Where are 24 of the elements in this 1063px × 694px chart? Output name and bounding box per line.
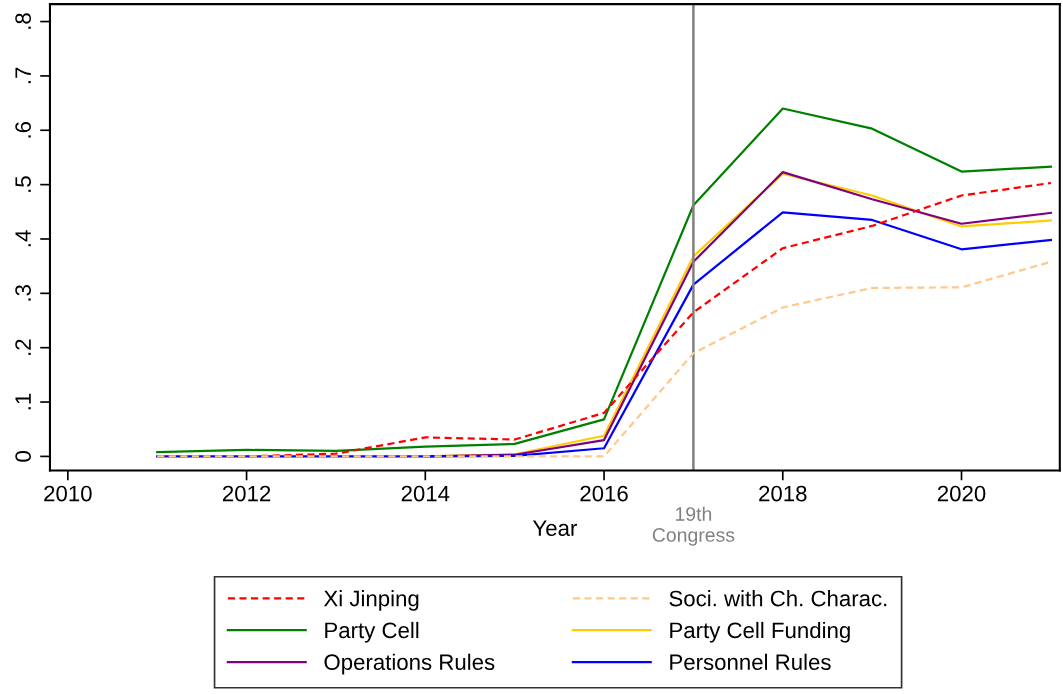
x-tick-label: 2014 — [401, 485, 450, 502]
legend-label: Soci. with Ch. Charac. — [669, 590, 887, 607]
x-tick-label: 2018 — [759, 485, 807, 502]
line-series — [156, 107, 1052, 454]
x-tick-label: 2016 — [580, 485, 628, 502]
legend-label: Personnel Rules — [670, 653, 831, 671]
x-axis-title: Year — [532, 520, 577, 537]
x-tick-label: 2020 — [937, 485, 986, 502]
y-tick-label: .1 — [15, 393, 31, 410]
y-tick-label: .6 — [15, 121, 31, 138]
y-tick-label: .4 — [15, 230, 31, 247]
y-tick-label: 0 — [15, 451, 31, 462]
y-tick-label: .2 — [15, 339, 31, 355]
legend-label: Xi Jinping — [323, 590, 419, 611]
x-tick-label: 2010 — [44, 485, 92, 502]
y-tick-label: .7 — [15, 67, 31, 84]
ref-line-label: 19th Congress — [652, 506, 735, 546]
x-tick-label: 2012 — [222, 485, 271, 502]
legend-label: Operations Rules — [324, 653, 495, 675]
y-tick-label: .8 — [15, 13, 31, 29]
y-tick-label: .5 — [15, 176, 31, 192]
legend-label: Party Cell — [325, 621, 419, 643]
legend-label: Party Cell Funding — [670, 621, 850, 643]
y-tick-label: .3 — [15, 285, 31, 301]
